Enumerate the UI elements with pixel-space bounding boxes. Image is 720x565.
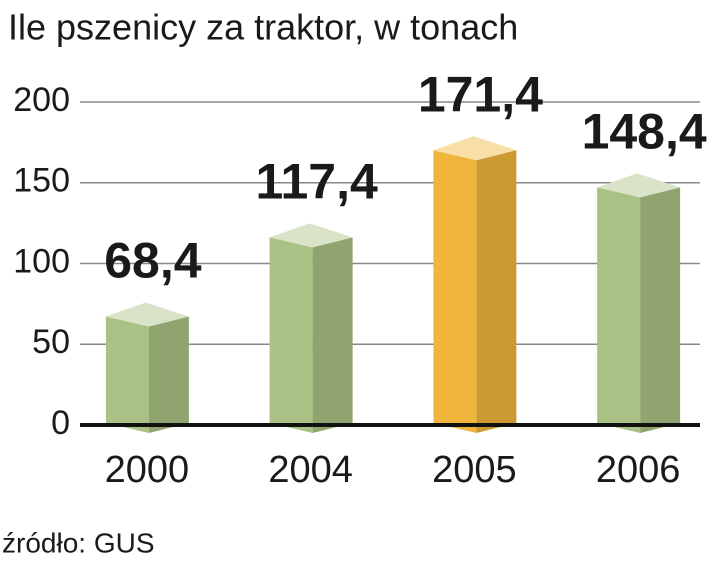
y-tick-label: 50 — [32, 323, 70, 361]
value-label: 148,4 — [582, 104, 707, 160]
value-label: 117,4 — [255, 154, 378, 210]
bar-top — [269, 223, 353, 248]
bar-front — [105, 316, 149, 433]
bar — [105, 302, 189, 433]
source: źródło: GUS — [2, 527, 155, 558]
x-tick-label: 2004 — [268, 449, 353, 491]
bar-side — [476, 150, 517, 433]
y-tick-label: 200 — [13, 81, 70, 119]
value-label: 171,4 — [418, 66, 543, 122]
bar-top — [105, 302, 189, 327]
bar — [433, 136, 517, 433]
bar-side — [640, 187, 681, 433]
bar-top — [433, 136, 517, 161]
x-tick-label: 2005 — [432, 449, 517, 491]
y-tick-label: 100 — [13, 242, 70, 280]
bar — [269, 223, 353, 433]
bar-top — [597, 173, 681, 198]
bar-front — [597, 187, 641, 433]
bar-side — [148, 316, 189, 433]
chart-title: Ile pszenicy za traktor, w tonach — [8, 7, 518, 48]
x-tick-label: 2006 — [596, 449, 681, 491]
value-label: 68,4 — [104, 233, 202, 289]
bar-front — [269, 237, 313, 433]
y-tick-label: 0 — [51, 404, 70, 442]
x-tick-label: 2000 — [105, 449, 190, 491]
bar — [597, 173, 681, 433]
y-tick-label: 150 — [13, 162, 70, 200]
bar-side — [312, 237, 353, 433]
bar-front — [433, 150, 477, 433]
